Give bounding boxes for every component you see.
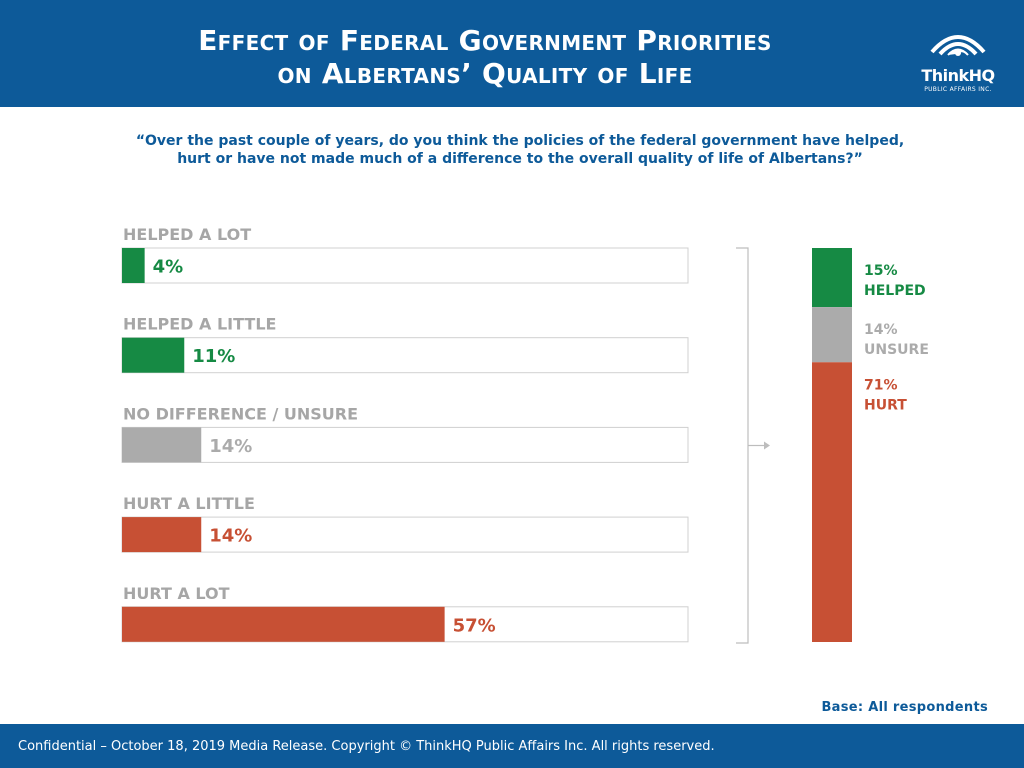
value-label-no-difference: 14% [209,436,252,457]
bar-track-no-difference [121,426,689,463]
title-line-2: on Albertans’ Quality of Life [277,57,693,90]
stack-value-helped: 15% [864,263,898,279]
header-banner: Effect of Federal Government Priorities … [0,0,1024,107]
stack-value-unsure: 14% [864,322,898,338]
value-label-helped-a-little: 11% [192,346,235,367]
bar-track-helped-a-lot [121,247,689,284]
eye-wave-icon [930,35,986,56]
base-note: Base: All respondents [821,700,988,715]
footer-banner: Confidential – October 18, 2019 Media Re… [0,724,1024,768]
category-label-no-difference: NO DIFFERENCE / UNSURE [123,404,358,423]
footer-copyright: Confidential – October 18, 2019 Media Re… [18,739,715,754]
stack-segment-unsure [812,307,852,363]
value-label-helped-a-lot: 4% [153,257,184,278]
bar-helped-a-lot [122,248,145,283]
thinkhq-logo: ThinkHQ PUBLIC AFFAIRS INC. [912,28,1012,98]
page-title: Effect of Federal Government Priorities … [60,24,910,90]
survey-question: “Over the past couple of years, do you t… [110,132,930,168]
stack-segment-hurt [812,362,852,642]
summary-bracket [736,247,749,644]
value-label-hurt-a-lot: 57% [453,615,496,636]
bar-hurt-a-lot [122,606,445,642]
bracket-arrow-head-icon [764,441,770,450]
bar-helped-a-little [122,337,185,373]
bar-track-hurt-a-little [121,516,689,553]
logo-name: ThinkHQ [921,66,995,85]
value-label-hurt-a-little: 14% [209,526,252,547]
category-label-hurt-a-little: HURT A LITTLE [123,494,255,513]
category-label-helped-a-lot: HELPED A LOT [123,225,251,244]
stack-label-unsure: UNSURE [864,342,929,358]
stack-label-helped: HELPED [864,283,926,299]
bar-no-difference [122,427,202,463]
bar-track-helped-a-little [121,337,689,374]
stack-label-hurt: HURT [864,397,907,413]
title-line-1: Effect of Federal Government Priorities [198,24,772,57]
stack-segment-helped [812,248,852,308]
bar-hurt-a-little [122,517,202,553]
logo-subtitle: PUBLIC AFFAIRS INC. [924,86,992,93]
stack-value-hurt: 71% [864,377,898,393]
question-line-1: “Over the past couple of years, do you t… [135,133,905,149]
category-label-hurt-a-lot: HURT A LOT [123,584,230,603]
category-label-helped-a-little: HELPED A LITTLE [123,315,276,334]
question-line-2: hurt or have not made much of a differen… [177,151,863,167]
